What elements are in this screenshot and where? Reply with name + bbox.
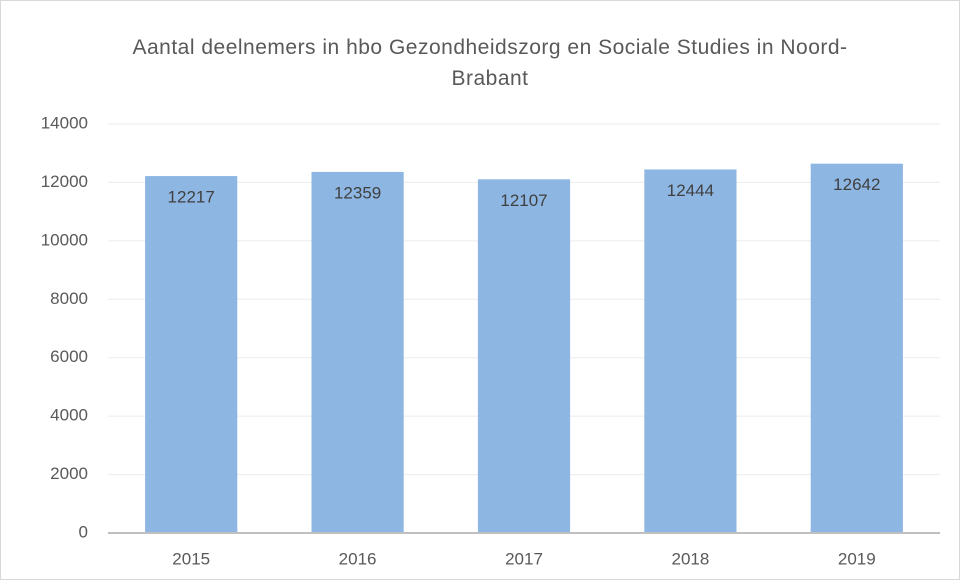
x-tick-label: 2018 <box>671 549 709 568</box>
data-label: 12217 <box>168 188 215 207</box>
x-tick-label: 2015 <box>172 549 210 568</box>
chart-title: Aantal deelnemers in hbo Gezondheidszorg… <box>132 36 848 90</box>
x-tick-label: 2016 <box>339 549 377 568</box>
data-label: 12444 <box>667 181 714 200</box>
x-tick-label: 2019 <box>838 549 876 568</box>
x-tick-label: 2017 <box>505 549 543 568</box>
y-tick-label: 0 <box>79 522 88 541</box>
y-tick-label: 6000 <box>50 347 88 366</box>
y-tick-label: 2000 <box>50 464 88 483</box>
y-tick-label: 8000 <box>50 289 88 308</box>
bar <box>145 176 238 534</box>
data-label: 12107 <box>500 191 547 210</box>
y-tick-label: 4000 <box>50 406 88 425</box>
y-tick-label: 12000 <box>41 172 88 191</box>
y-tick-label: 10000 <box>41 230 88 249</box>
bar <box>644 169 737 533</box>
data-label: 12359 <box>334 183 381 202</box>
bar <box>311 171 404 533</box>
bar <box>810 163 903 533</box>
data-label: 12642 <box>833 175 880 194</box>
bar <box>477 179 571 533</box>
y-tick-label: 14000 <box>41 113 88 132</box>
